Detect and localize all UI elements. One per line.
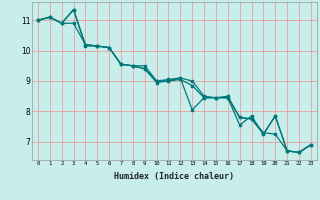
X-axis label: Humidex (Indice chaleur): Humidex (Indice chaleur) — [115, 172, 234, 181]
